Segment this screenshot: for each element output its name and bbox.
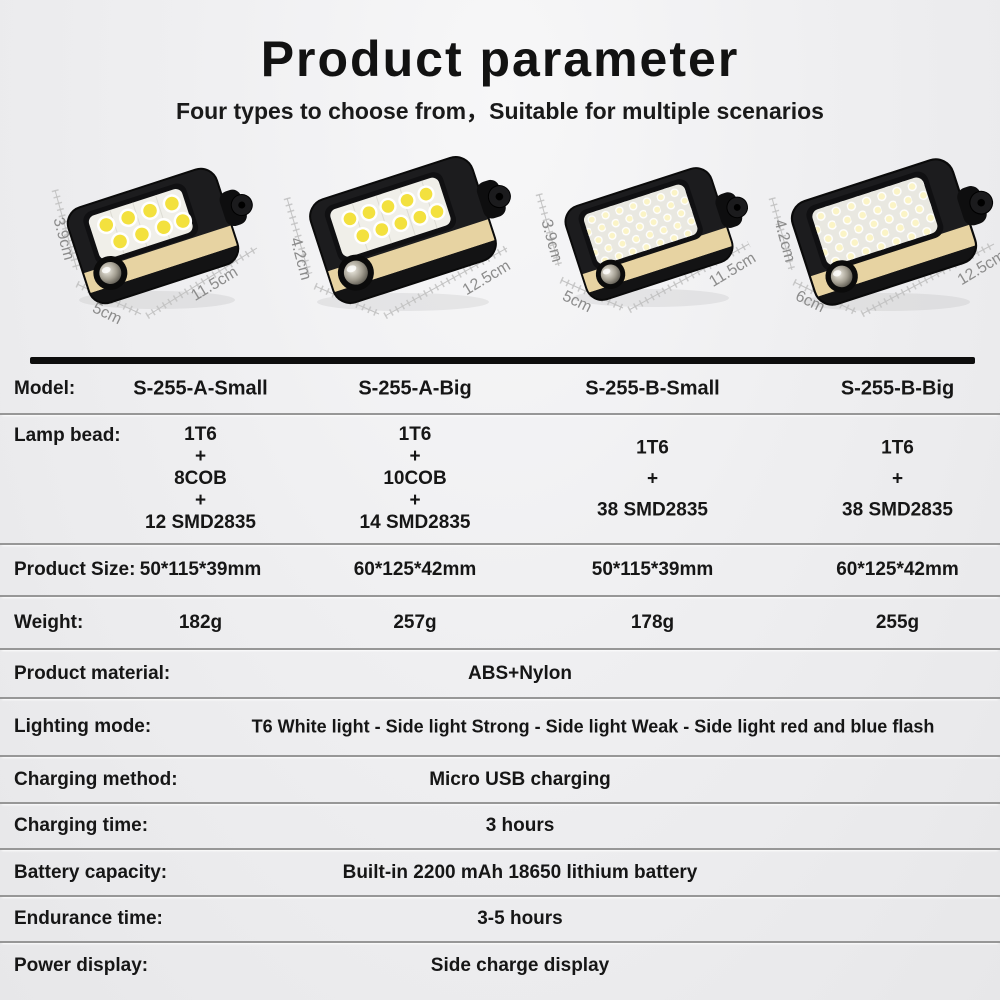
size-value-1: 50*115*39mm (139, 559, 262, 580)
product-photo-a-big: 4.2cm 12.5cm (283, 136, 518, 320)
size-value-4: 60*125*42mm (836, 559, 959, 580)
row-label: Charging time: (14, 815, 149, 836)
model-value-3: S-255-B-Small (585, 377, 720, 399)
lamp-bead-value-2: 1T6 + 10COB + 14 SMD2835 (359, 424, 471, 533)
row-battery-capacity: Battery capacity: Built-in 2200 mAh 1865… (0, 850, 1000, 897)
product-photo-a-small: 3.9cm 5cm 11.5cm (49, 148, 275, 328)
row-weight: Weight: 182g 257g 178g 255g (0, 597, 1000, 650)
row-product-material: Product material: ABS+Nylon (0, 650, 1000, 699)
row-endurance-time: Endurance time: 3-5 hours (0, 897, 1000, 943)
product-photo-b-small: 3.9cm 5cm 11.5cm (535, 148, 773, 316)
row-product-size: Product Size: 50*115*39mm 60*125*42mm 50… (0, 545, 1000, 597)
page-subtitle: Four types to choose from，Suitable for m… (176, 98, 824, 124)
row-label: Endurance time: (14, 908, 163, 929)
model-value-2: S-255-A-Big (358, 377, 472, 399)
dim-label-side-3: 3.9cm (537, 218, 565, 264)
lamp-bead-value-3: 1T6 + 38 SMD2835 (597, 437, 708, 521)
weight-value-3: 178g (630, 611, 675, 633)
table-top-bar (30, 357, 975, 364)
row-label: Product Size: (14, 559, 136, 580)
power-display-value: Side charge display (430, 954, 610, 976)
row-model: Model: S-255-A-Small S-255-A-Big S-255-B… (0, 364, 1000, 415)
row-label: Model: (14, 377, 76, 399)
lamp-bead-value-1: 1T6 + 8COB + 12 SMD2835 (145, 424, 256, 533)
row-lamp-bead: Lamp bead: 1T6 + 8COB + 12 SMD2835 1T6 +… (0, 415, 1000, 545)
row-label: Product material: (14, 662, 171, 684)
row-label: Weight: (14, 611, 84, 633)
weight-value-1: 182g (178, 611, 223, 633)
row-label: Lamp bead: (14, 425, 121, 446)
work-light-device (561, 156, 761, 304)
endurance-time-value: 3-5 hours (477, 908, 563, 929)
dim-label-side-2: 4.2cm (286, 236, 314, 282)
row-label: Power display: (14, 954, 149, 976)
product-photo-b-big: 4.2cm 6cm 12.5cm (768, 140, 1000, 318)
model-value-1: S-255-A-Small (133, 377, 268, 399)
weight-value-4: 255g (875, 611, 920, 633)
work-light-device (63, 156, 267, 308)
size-value-3: 50*115*39mm (591, 559, 714, 580)
row-charging-time: Charging time: 3 hours (0, 804, 1000, 850)
row-power-display: Power display: Side charge display (0, 943, 1000, 988)
charging-method-value: Micro USB charging (429, 768, 611, 790)
row-label: Lighting mode: (14, 716, 152, 737)
battery-capacity-value: Built-in 2200 mAh 18650 lithium battery (342, 861, 698, 883)
row-lighting-mode: Lighting mode: T6 White light - Side lig… (0, 699, 1000, 757)
row-charging-method: Charging method: Micro USB charging (0, 757, 1000, 804)
charging-time-value: 3 hours (485, 815, 555, 836)
material-value: ABS+Nylon (468, 662, 572, 684)
lamp-bead-value-4: 1T6 + 38 SMD2835 (842, 437, 953, 521)
weight-value-2: 257g (393, 611, 437, 633)
page-title: Product parameter (260, 31, 740, 87)
row-label: Battery capacity: (14, 861, 168, 883)
size-value-2: 60*125*42mm (353, 559, 477, 580)
model-value-4: S-255-B-Big (840, 377, 955, 399)
row-label: Charging method: (14, 768, 178, 790)
lighting-mode-value: T6 White light - Side light Strong - Sid… (251, 716, 935, 737)
